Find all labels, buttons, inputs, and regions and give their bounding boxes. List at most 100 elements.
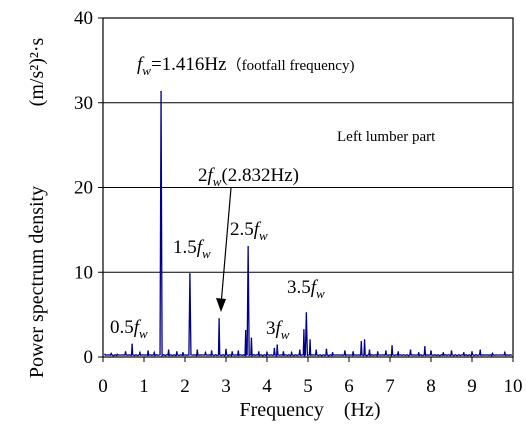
spectrum-peak-point	[479, 349, 482, 352]
spectrum-peak-point	[250, 337, 253, 340]
spectrum-peak-point	[131, 343, 133, 346]
spectrum-peak-point	[247, 246, 249, 248]
h15-sub: w	[202, 246, 211, 261]
spectrum-peak-point	[210, 350, 213, 352]
h3-sub: w	[281, 327, 290, 342]
x-tick-label: 2	[180, 376, 190, 397]
annotation-2fw: 2fw(2.832Hz)	[198, 165, 299, 189]
h2-post: (2.832Hz)	[221, 165, 299, 186]
spectrum-series	[104, 90, 513, 357]
spectrum-peak-point	[363, 339, 366, 341]
spectrum-peak-point	[368, 349, 371, 352]
fw-value: =1.416Hz	[151, 54, 227, 75]
spectrum-peak-point	[153, 351, 156, 354]
spectrum-peak-point	[491, 352, 494, 355]
spectrum-peak-point	[124, 351, 127, 353]
h25-var: f	[254, 219, 262, 240]
spectrum-peak-point	[282, 351, 285, 353]
spectrum-line	[104, 91, 513, 357]
spectrum-peak-point	[231, 351, 233, 353]
x-tick-label: 1	[139, 376, 149, 397]
x-tick-label: 0	[98, 376, 108, 397]
y-tick-label: 10	[74, 262, 93, 283]
h05-var: f	[134, 317, 142, 338]
h25-sub: w	[259, 228, 268, 243]
spectrum-peak-point	[104, 353, 106, 356]
spectrum-peak-point	[417, 351, 420, 354]
spectrum-peak-point	[139, 351, 141, 354]
spectrum-peak-point	[344, 350, 346, 352]
fw-sub: w	[142, 63, 151, 78]
annotation-0p5fw: 0.5fw	[110, 317, 148, 341]
spectrum-peak-point	[218, 318, 220, 320]
spectrum-peak-point	[409, 349, 412, 352]
y-tick-label: 20	[74, 178, 93, 199]
fw-note: （footfall frequency)	[227, 57, 355, 74]
x-tick-label: 6	[344, 376, 354, 397]
annotation-fundamental: fw=1.416Hz（footfall frequency)	[137, 54, 354, 78]
spectrum-peak-point	[360, 340, 363, 343]
spectrum-peak-point	[204, 351, 207, 354]
spectrum-peak-point	[397, 351, 400, 353]
h2-var: f	[208, 165, 216, 186]
spectrum-peak-point	[463, 351, 465, 354]
y-axis-title: Power spectrum density	[26, 186, 48, 378]
x-tick-label: 7	[385, 376, 395, 397]
h2-pre: 2	[198, 165, 208, 186]
x-axis-ticks: 0 1 2 3 4 5 6 7 8 9 10	[98, 357, 523, 397]
h15-var: f	[197, 237, 205, 258]
h3-pre: 3	[266, 318, 276, 339]
spectrum-peak-point	[276, 344, 279, 346]
x-tick-label: 8	[426, 376, 436, 397]
spectrum-peak-point	[266, 351, 268, 354]
h35-pre: 3.5	[287, 277, 311, 298]
spectrum-peak-point	[160, 90, 162, 93]
spectrum-peak-point	[299, 349, 301, 352]
h05-sub: w	[139, 326, 148, 341]
spectrum-peak-point	[325, 348, 328, 351]
spectrum-peak-point	[331, 351, 334, 354]
h35-sub: w	[316, 286, 325, 301]
spectrum-peak-point	[303, 329, 305, 331]
spectrum-peak-point	[442, 351, 445, 354]
x-tick-label: 3	[221, 376, 231, 397]
annotation-2fw-arrow	[220, 187, 232, 306]
spectrum-peak-point	[244, 329, 247, 332]
spectrum-peak-point	[504, 351, 506, 354]
h35-var: f	[311, 277, 319, 298]
h15-pre: 1.5	[173, 237, 197, 258]
spectrum-peak-point	[147, 350, 149, 352]
spectrum-peak-point	[258, 351, 260, 353]
annotation-2p5fw: 2.5fw	[230, 219, 268, 243]
x-tick-label: 9	[467, 376, 477, 397]
x-tick-label: 10	[504, 376, 523, 397]
spectrum-peak-point	[273, 347, 276, 350]
y-axis-unit: (m/s²)²·s	[26, 37, 48, 106]
x-tick-label: 5	[303, 376, 313, 397]
y-axis-title-group: Power spectrum density (m/s²)²·s	[26, 37, 48, 378]
spectrum-peak-point	[352, 351, 354, 353]
spectrum-peak-point	[225, 348, 227, 351]
y-axis-ticks: 0 10 20 30 40	[74, 8, 103, 368]
spectrum-peak-point	[376, 351, 379, 353]
y-tick-label: 40	[74, 8, 93, 29]
spectrum-peak-point	[430, 350, 432, 352]
y-tick-label: 0	[84, 347, 94, 368]
arrow-head	[216, 298, 226, 312]
annotation-region: Left lumber part	[337, 129, 436, 145]
spectrum-peak-point	[189, 273, 191, 275]
y-tick-label: 30	[74, 93, 93, 114]
spectrum-peak-point	[315, 349, 318, 352]
annotation-1p5fw: 1.5fw	[173, 237, 211, 261]
annotation-3p5fw: 3.5fw	[287, 277, 325, 301]
h2-sub: w	[213, 174, 222, 189]
fw-var: f	[137, 54, 145, 75]
annotation-3fw: 3fw	[266, 318, 290, 342]
x-tick-label: 4	[262, 376, 272, 397]
spectrum-peak-point	[305, 312, 308, 314]
spectrum-peak-point	[196, 349, 199, 352]
h05-pre: 0.5	[110, 317, 134, 338]
spectrum-peak-point	[450, 350, 453, 352]
spectrum-peak-point	[176, 351, 178, 353]
